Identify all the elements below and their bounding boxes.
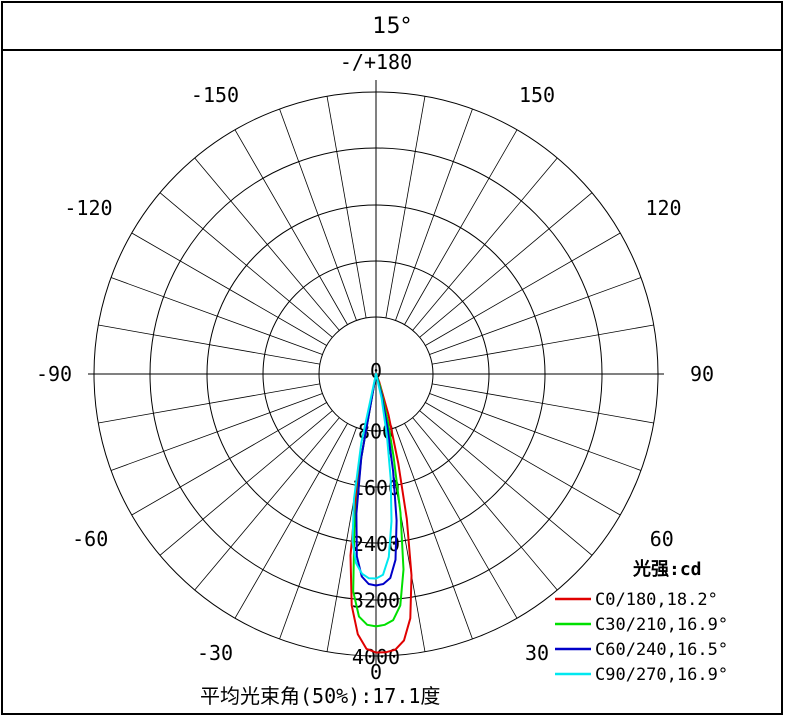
grid-spoke	[110, 277, 323, 355]
radial-tick-label: 2400	[352, 532, 400, 556]
legend-label-1: C30/210,16.9°	[595, 615, 728, 635]
grid-spoke	[395, 108, 473, 321]
grid-spoke	[234, 129, 348, 325]
angle-tick-label: -/+180	[340, 50, 412, 74]
angle-tick-label: -150	[191, 83, 239, 107]
grid-spoke	[98, 324, 320, 365]
grid-spoke	[385, 96, 426, 318]
grid-spoke	[419, 192, 593, 338]
grid-spoke	[326, 96, 367, 318]
grid-spoke	[425, 402, 621, 516]
grid-spoke	[98, 383, 320, 424]
grid-spoke	[279, 108, 357, 321]
legend-label-3: C90/270,16.9°	[595, 665, 728, 685]
grid-spoke	[131, 402, 327, 516]
grid-spoke	[404, 129, 518, 325]
angle-tick-label: -30	[197, 641, 233, 665]
grid-spoke	[194, 417, 340, 591]
grid-spoke	[234, 423, 348, 619]
grid-spoke	[279, 427, 357, 640]
series-curve-1	[352, 373, 405, 628]
grid-spoke	[429, 393, 642, 471]
angle-tick-label: -120	[64, 196, 112, 220]
series-curve-2	[355, 373, 398, 587]
grid-spoke	[131, 232, 327, 346]
angle-tick-label: -60	[72, 527, 108, 551]
angle-tick-label: 30	[525, 641, 549, 665]
legend-label-0: C0/180,18.2°	[595, 590, 718, 610]
grid-spoke	[432, 383, 654, 424]
chart-header: 15°	[3, 3, 781, 51]
grid-spoke	[395, 427, 473, 640]
angle-tick-label: 60	[650, 527, 674, 551]
radial-tick-label: 0	[370, 359, 382, 383]
beam-angle-footer: 平均光束角(50%):17.1度	[200, 684, 440, 708]
radial-tick-label: 3200	[352, 589, 400, 613]
grid-spoke	[432, 324, 654, 365]
angle-tick-label: -90	[36, 362, 72, 386]
angle-tick-label: 90	[690, 362, 714, 386]
grid-spoke	[429, 277, 642, 355]
grid-spoke	[110, 393, 323, 471]
grid-spoke	[425, 232, 621, 346]
grid-spoke	[159, 410, 333, 556]
grid-spoke	[194, 157, 340, 331]
angle-tick-label: 120	[645, 196, 681, 220]
chart-title: 15°	[372, 13, 412, 39]
grid-spoke	[412, 417, 558, 591]
angle-tick-label: 0	[370, 660, 382, 684]
grid-spoke	[404, 423, 518, 619]
series-curve-3	[351, 373, 393, 580]
radial-tick-label: 4000	[352, 645, 400, 669]
legend-label-2: C60/240,16.5°	[595, 640, 728, 660]
grid-spoke	[419, 410, 593, 556]
series-curve-0	[349, 373, 413, 654]
grid-spoke	[412, 157, 558, 331]
legend-title: 光强:cd	[632, 558, 702, 580]
grid-spoke	[159, 192, 333, 338]
angle-tick-label: 150	[519, 83, 555, 107]
